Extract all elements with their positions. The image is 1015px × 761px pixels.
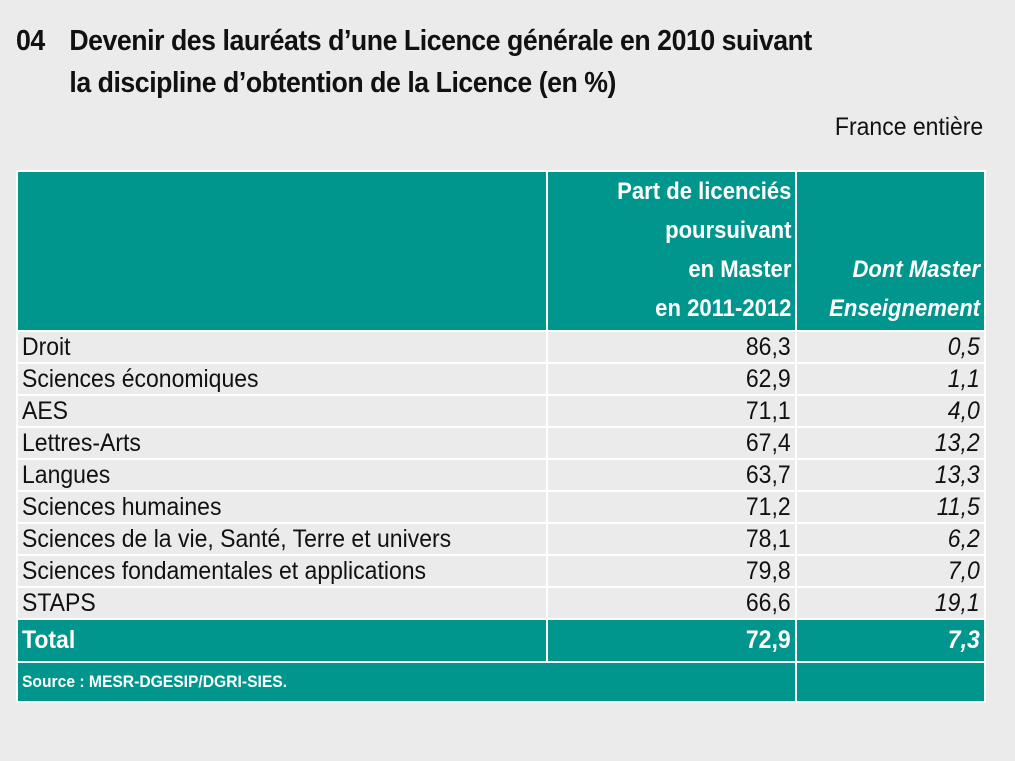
table-row: Sciences de la vie, Santé, Terre et univ… [16, 522, 986, 556]
table-source-row: Source : MESR-DGESIP/DGRI-SIES. [16, 661, 986, 703]
header-enseignement: Dont Master Enseignement [795, 170, 986, 332]
table-row: AES 71,1 4,0 [16, 394, 986, 428]
title-line-2: la discipline d’obtention de la Licence … [16, 62, 918, 104]
header-master-line: en 2011-2012 [654, 295, 791, 322]
table-row: Sciences économiques 62,9 1,1 [16, 362, 986, 396]
table-row: Sciences fondamentales et applications 79… [16, 554, 986, 588]
geographic-scope: France entière [834, 113, 983, 141]
cell-enseignement: 13,2 [795, 426, 986, 460]
cell-enseignement: 6,2 [795, 522, 986, 556]
cell-master: 63,7 [546, 458, 797, 492]
cell-master: 79,8 [546, 554, 797, 588]
cell-discipline: Sciences humaines [16, 490, 548, 524]
table-row: Droit 86,3 0,5 [16, 330, 986, 364]
header-master-line: poursuivant [664, 217, 791, 244]
cell-master: 78,1 [546, 522, 797, 556]
title-text-1: Devenir des lauréats d’une Licence génér… [69, 25, 812, 57]
cell-enseignement: 1,1 [795, 362, 986, 396]
cell-enseignement: 13,3 [795, 458, 986, 492]
title-line-1: 04 Devenir des lauréats d’une Licence gé… [16, 20, 918, 62]
total-enseignement: 7,3 [795, 618, 986, 663]
cell-master: 71,1 [546, 394, 797, 428]
header-master-line: en Master [687, 256, 791, 283]
cell-master: 66,6 [546, 586, 797, 620]
cell-enseignement: 0,5 [795, 330, 986, 364]
cell-discipline: Sciences fondamentales et applications [16, 554, 548, 588]
cell-discipline: AES [16, 394, 548, 428]
cell-discipline: Lettres-Arts [16, 426, 548, 460]
total-master: 72,9 [546, 618, 797, 663]
cell-enseignement: 4,0 [795, 394, 986, 428]
figure-title: 04 Devenir des lauréats d’une Licence gé… [16, 20, 996, 104]
cell-enseignement: 11,5 [795, 490, 986, 524]
source-empty-cell [795, 661, 986, 703]
cell-master: 62,9 [546, 362, 797, 396]
cell-master: 71,2 [546, 490, 797, 524]
source-note: Source : MESR-DGESIP/DGRI-SIES. [16, 661, 797, 703]
data-table: Part de licenciés poursuivant en Master … [16, 170, 986, 703]
cell-discipline: Droit [16, 330, 548, 364]
header-master-line: Part de licenciés [616, 178, 791, 205]
header-master: Part de licenciés poursuivant en Master … [546, 170, 797, 332]
table-total-row: Total 72,9 7,3 [16, 618, 986, 663]
cell-master: 86,3 [546, 330, 797, 364]
cell-master: 67,4 [546, 426, 797, 460]
header-enseignement-line: Dont Master [852, 256, 980, 283]
table-row: Langues 63,7 13,3 [16, 458, 986, 492]
header-discipline [16, 170, 548, 332]
header-enseignement-line: Enseignement [829, 295, 980, 322]
table-row: Sciences humaines 71,2 11,5 [16, 490, 986, 524]
total-label: Total [16, 618, 548, 663]
title-text-2: la discipline d’obtention de la Licence … [69, 67, 616, 99]
cell-discipline: Sciences économiques [16, 362, 548, 396]
table-header-row: Part de licenciés poursuivant en Master … [16, 170, 986, 332]
figure-number: 04 [16, 25, 45, 57]
table-row: Lettres-Arts 67,4 13,2 [16, 426, 986, 460]
cell-discipline: Langues [16, 458, 548, 492]
cell-discipline: Sciences de la vie, Santé, Terre et univ… [16, 522, 548, 556]
cell-discipline: STAPS [16, 586, 548, 620]
cell-enseignement: 19,1 [795, 586, 986, 620]
table-row: STAPS 66,6 19,1 [16, 586, 986, 620]
cell-enseignement: 7,0 [795, 554, 986, 588]
